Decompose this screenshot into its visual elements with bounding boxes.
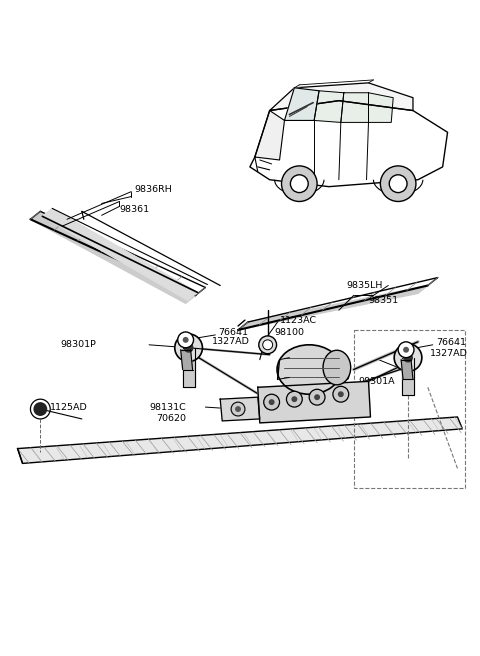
- Text: P98350: P98350: [314, 373, 350, 382]
- Polygon shape: [238, 285, 428, 330]
- Circle shape: [398, 342, 414, 358]
- Circle shape: [389, 174, 407, 193]
- Text: 98301P: 98301P: [60, 340, 96, 349]
- Text: 9836RH: 9836RH: [134, 185, 172, 194]
- Circle shape: [264, 394, 279, 410]
- Polygon shape: [401, 359, 413, 379]
- Text: 98351: 98351: [369, 296, 398, 305]
- Circle shape: [403, 353, 413, 363]
- Polygon shape: [314, 91, 344, 123]
- Ellipse shape: [323, 350, 351, 385]
- Circle shape: [333, 386, 349, 402]
- Ellipse shape: [277, 345, 341, 394]
- Circle shape: [394, 344, 422, 371]
- Circle shape: [184, 343, 193, 353]
- Text: 76641: 76641: [218, 329, 248, 337]
- Circle shape: [178, 332, 193, 348]
- Circle shape: [231, 402, 245, 416]
- Circle shape: [175, 334, 203, 361]
- Text: 9835LH: 9835LH: [347, 281, 383, 290]
- Polygon shape: [270, 83, 413, 111]
- Text: 1123AC: 1123AC: [279, 316, 317, 325]
- Polygon shape: [255, 111, 285, 160]
- Polygon shape: [183, 348, 194, 387]
- Polygon shape: [18, 417, 462, 463]
- Circle shape: [30, 399, 50, 419]
- Circle shape: [403, 347, 409, 353]
- Circle shape: [235, 406, 241, 412]
- Circle shape: [269, 399, 275, 405]
- Circle shape: [259, 336, 276, 354]
- Text: 1125AD: 1125AD: [50, 403, 88, 411]
- Circle shape: [380, 166, 416, 201]
- Text: 70620: 70620: [156, 415, 186, 423]
- Polygon shape: [30, 211, 195, 303]
- Text: 76641: 76641: [436, 338, 466, 347]
- Circle shape: [281, 166, 317, 201]
- Polygon shape: [258, 381, 371, 423]
- Circle shape: [34, 402, 47, 416]
- Circle shape: [183, 337, 189, 343]
- Circle shape: [309, 389, 325, 405]
- Text: 98361: 98361: [120, 205, 150, 214]
- Text: 1327AD: 1327AD: [430, 349, 468, 358]
- Polygon shape: [220, 397, 260, 421]
- Polygon shape: [402, 358, 414, 395]
- Circle shape: [338, 391, 344, 397]
- Polygon shape: [341, 92, 369, 123]
- Polygon shape: [369, 92, 393, 123]
- Circle shape: [314, 394, 320, 400]
- Polygon shape: [285, 88, 319, 121]
- Text: 98301A: 98301A: [359, 377, 395, 386]
- Circle shape: [263, 340, 273, 350]
- Text: 1327AD: 1327AD: [212, 337, 250, 346]
- Text: 98100: 98100: [275, 329, 305, 337]
- Circle shape: [287, 391, 302, 407]
- Text: 98131C: 98131C: [149, 403, 186, 411]
- Circle shape: [291, 396, 297, 402]
- Polygon shape: [180, 350, 192, 369]
- Polygon shape: [42, 209, 197, 300]
- Circle shape: [290, 174, 308, 193]
